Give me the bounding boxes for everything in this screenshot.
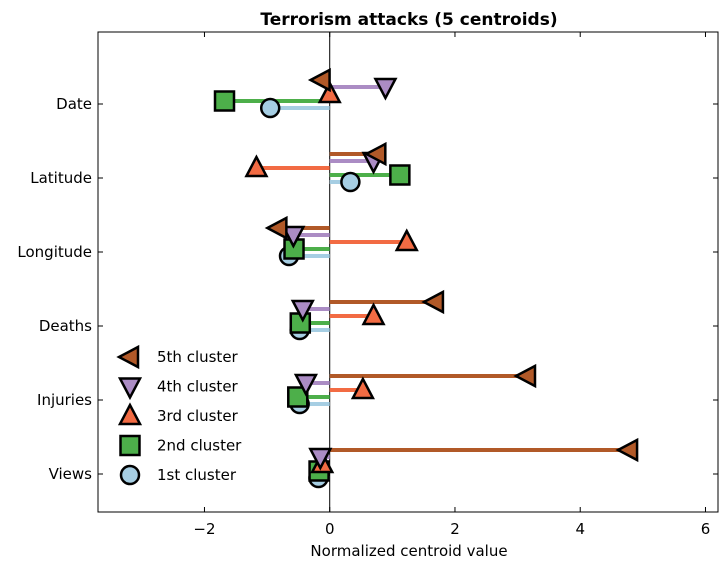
marker-series-3 (361, 302, 386, 326)
plot-frame (97, 31, 719, 513)
legend-label: 3rd cluster (157, 407, 239, 425)
marker-series-4 (308, 447, 333, 471)
legend-marker (119, 464, 141, 486)
x-tick-label: 6 (701, 520, 711, 538)
y-tick-label: Longitude (17, 243, 92, 261)
marker-series-5 (421, 289, 445, 315)
y-tick-label: Views (49, 465, 93, 483)
legend-marker (117, 402, 143, 426)
marker-series-3 (244, 154, 269, 178)
legend: 5th cluster 4th cluster 3rd cluster 2nd clu… (116, 344, 242, 486)
marker-series-3 (394, 228, 419, 252)
legend-marker (119, 434, 141, 457)
legend-entry: 1st cluster (119, 464, 237, 486)
x-axis-label: Normalized centroid value (310, 542, 507, 560)
chart-title: Terrorism attacks (5 centroids) (260, 10, 557, 30)
marker-series-5 (307, 67, 331, 93)
y-tick-label: Injuries (37, 391, 92, 409)
marker-series-2 (287, 386, 309, 408)
legend-label: 2nd cluster (157, 437, 242, 455)
marker-series-2 (389, 164, 411, 186)
legend-marker (116, 344, 140, 370)
legend-label: 5th cluster (157, 348, 239, 366)
marker-series-4 (290, 299, 315, 323)
x-tick-label: 4 (575, 520, 585, 538)
marker-series-1 (340, 171, 361, 193)
marker-series-5 (513, 363, 537, 389)
marker-series-3 (317, 80, 342, 104)
legend-marker (117, 377, 143, 401)
legend-entry: 5th cluster (116, 344, 239, 370)
marker-series-1 (259, 97, 281, 119)
x-tick-label: 0 (325, 520, 335, 538)
y-tick-label: Latitude (30, 169, 92, 187)
marker-series-5 (363, 141, 387, 167)
marker-series-2 (213, 90, 236, 112)
x-tick-label: −2 (193, 520, 215, 538)
legend-label: 4th cluster (157, 378, 239, 396)
marker-series-3 (350, 376, 375, 400)
legend-label: 1st cluster (157, 466, 237, 484)
y-tick-label: Deaths (39, 317, 92, 335)
legend-entry: 3rd cluster (117, 402, 239, 426)
marker-series-4 (373, 77, 398, 101)
legend-entry: 4th cluster (117, 377, 239, 401)
plot-area: −2 0 2 4 6 Date Latitude Longitude Deaths Injurie… (17, 31, 719, 538)
marker-series-4 (293, 373, 318, 397)
marker-series-5 (264, 215, 288, 241)
x-tick-label: 2 (450, 520, 460, 538)
marker-series-5 (615, 437, 639, 463)
marker-series-4 (281, 225, 306, 249)
y-tick-label: Date (56, 95, 92, 113)
legend-entry: 2nd cluster (119, 434, 242, 457)
